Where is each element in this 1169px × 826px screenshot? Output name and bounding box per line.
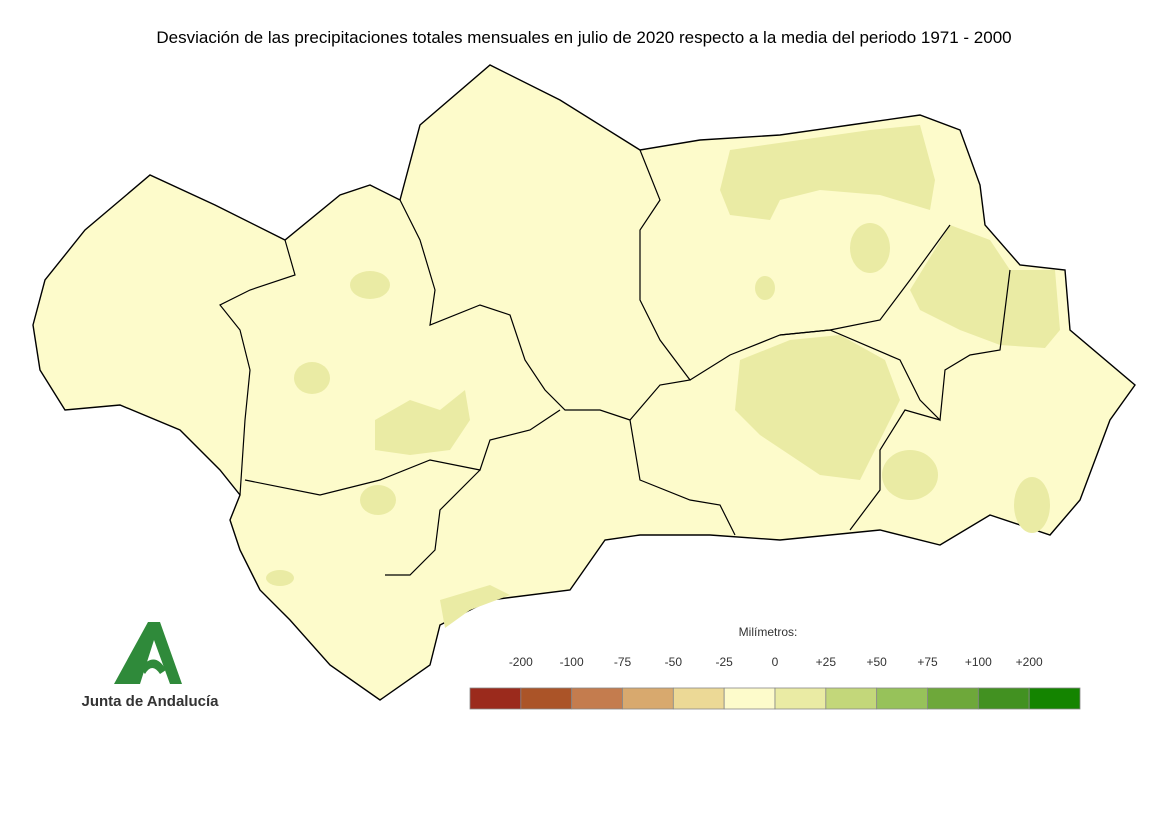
legend-swatch	[1028, 687, 1081, 710]
legend: -200 -100 -75 -50 -25 0 +25 +50 +75 +100 +200	[469, 655, 1081, 710]
legend-label: +75	[917, 655, 938, 669]
legend-swatch	[774, 687, 827, 710]
legend-label: -200	[509, 655, 533, 669]
legend-label: +50	[866, 655, 887, 669]
legend-label: -75	[614, 655, 632, 669]
legend-label: +100	[965, 655, 992, 669]
anomaly-areas	[266, 125, 1060, 628]
legend-label: +25	[816, 655, 837, 669]
legend-label: -50	[665, 655, 683, 669]
legend-swatch	[825, 687, 878, 710]
legend-label: -25	[715, 655, 733, 669]
legend-label: 0	[772, 655, 779, 669]
logo-mark	[114, 622, 182, 684]
legend-swatch	[520, 687, 573, 710]
legend-swatch	[571, 687, 623, 710]
legend-label: -100	[560, 655, 584, 669]
legend-swatch	[672, 687, 725, 710]
logo-text: Junta de Andalucía	[82, 693, 220, 710]
province-borders	[219, 149, 1011, 576]
logo-mark	[140, 659, 166, 674]
legend-swatch	[876, 687, 928, 710]
legend-swatch	[723, 687, 776, 710]
legend-swatch	[469, 687, 522, 710]
title: Desviación de las precipitaciones totale…	[156, 28, 1011, 47]
map	[32, 64, 1136, 701]
legend-label: +200	[1016, 655, 1043, 669]
logo: Junta de Andalucía	[82, 622, 220, 710]
legend-swatch	[927, 687, 979, 710]
region-outline	[32, 64, 1136, 701]
legend-swatch	[977, 687, 1030, 710]
legend-title: Milímetros:	[739, 625, 798, 639]
legend-swatch	[622, 687, 674, 710]
